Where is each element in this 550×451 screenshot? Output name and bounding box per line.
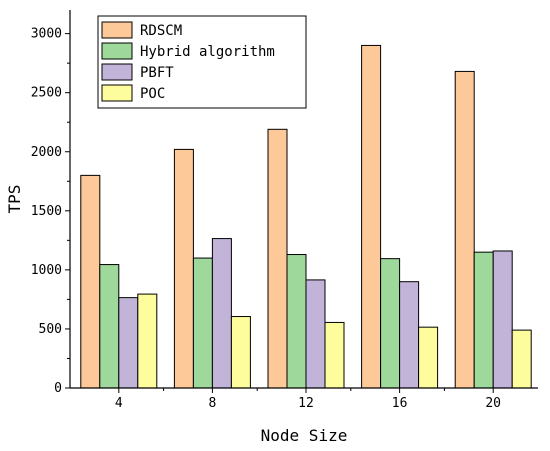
bar-pbft-4 (118, 297, 139, 389)
bar-poc-20 (511, 329, 532, 389)
x-tick-label: 20 (485, 396, 501, 411)
bars (80, 44, 532, 389)
legend-swatch (101, 84, 133, 102)
y-axis-ticks: 0 500 1000 1500 2000 2500 3000 (31, 27, 70, 396)
bar-rdscm-16 (361, 44, 382, 389)
bar-pbft-12 (305, 279, 326, 389)
x-tick-label: 8 (208, 396, 216, 411)
legend-swatch (101, 42, 133, 60)
bar-pbft-16 (399, 281, 420, 389)
x-tick-label: 16 (392, 396, 408, 411)
bar-hybrid-algorithm-8 (192, 257, 213, 389)
y-axis-title: TPS (5, 185, 24, 214)
bar-poc-4 (137, 293, 158, 389)
bar-hybrid-algorithm-4 (99, 264, 120, 389)
legend-label: RDSCM (140, 23, 182, 39)
y-tick-label: 0 (54, 381, 62, 396)
y-tick-label: 1500 (31, 204, 62, 219)
y-tick-label: 500 (39, 322, 62, 337)
y-tick-label: 2000 (31, 145, 62, 160)
legend-label: POC (140, 86, 165, 102)
bar-poc-12 (324, 321, 345, 389)
x-axis-title: Node Size (261, 426, 348, 445)
y-tick-label: 1000 (31, 263, 62, 278)
bar-hybrid-algorithm-12 (286, 254, 307, 389)
x-tick-label: 4 (115, 396, 123, 411)
bar-rdscm-8 (173, 148, 194, 389)
bar-rdscm-20 (454, 70, 475, 389)
bar-hybrid-algorithm-16 (380, 258, 401, 389)
bar-pbft-8 (211, 238, 232, 389)
legend-swatch (101, 21, 133, 39)
bar-poc-16 (418, 326, 439, 389)
y-tick-label: 3000 (31, 27, 62, 42)
y-tick-label: 2500 (31, 86, 62, 101)
legend: RDSCM Hybrid algorithm PBFT POC (97, 15, 307, 109)
legend-label: Hybrid algorithm (140, 44, 275, 60)
legend-label: PBFT (140, 65, 174, 81)
x-axis-ticks: 4 8 12 16 20 (115, 388, 501, 411)
legend-swatch (101, 63, 133, 81)
bar-rdscm-4 (80, 174, 101, 389)
bar-poc-8 (230, 316, 251, 389)
legend-box (97, 15, 307, 109)
bar-hybrid-algorithm-20 (473, 251, 494, 389)
bar-rdscm-12 (267, 128, 288, 389)
x-tick-label: 12 (298, 396, 314, 411)
bar-pbft-20 (492, 250, 513, 389)
